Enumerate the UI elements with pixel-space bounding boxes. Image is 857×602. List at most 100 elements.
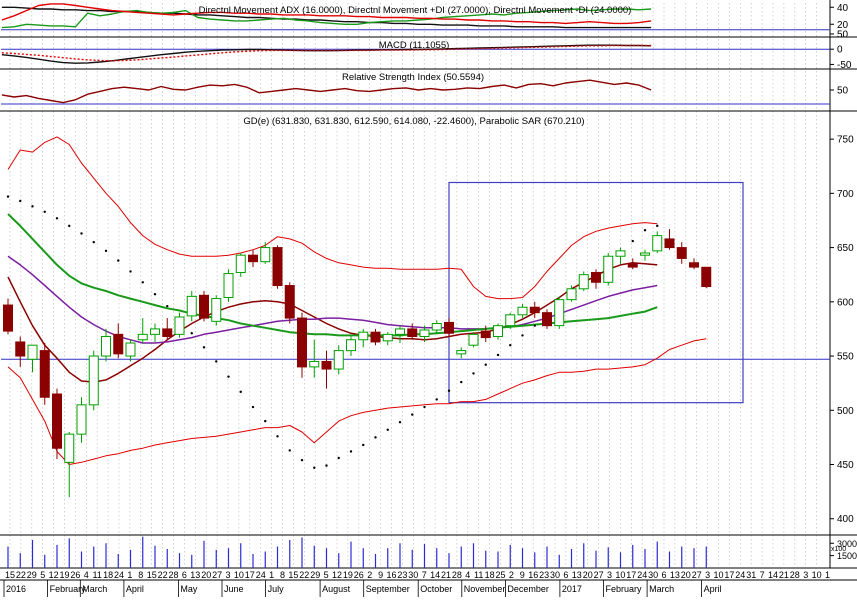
- date-tick-label: 19: [59, 570, 69, 580]
- date-tick-label: 29: [27, 570, 37, 580]
- candle-body: [3, 304, 13, 332]
- date-tick-label: 28: [452, 570, 462, 580]
- date-tick-label: 20: [201, 570, 211, 580]
- date-tick-label: 27: [212, 570, 222, 580]
- candle-body: [542, 312, 552, 327]
- date-tick-label: 7: [422, 570, 427, 580]
- candle-body: [321, 360, 332, 370]
- candle-body: [419, 329, 430, 338]
- candle-body: [395, 328, 405, 335]
- candle-body: [664, 238, 675, 249]
- candle-body: [468, 333, 479, 346]
- candle-body: [88, 355, 99, 406]
- rsi-panel-title: Relative Strength Index (50.5594): [342, 72, 484, 83]
- date-tick-label: 29: [310, 570, 320, 580]
- candle-body: [689, 262, 699, 268]
- date-tick-label: 10: [812, 570, 822, 580]
- sar-dot: [141, 281, 144, 284]
- date-tick-label: 21: [441, 570, 451, 580]
- date-tick-label: 10: [234, 570, 244, 580]
- date-tick-label: 11: [93, 570, 102, 580]
- sar-dot: [31, 205, 34, 208]
- date-tick-label: 15: [5, 570, 15, 580]
- date-tick-label: 6: [563, 570, 568, 580]
- adx-axis: 40 20: [1, 3, 849, 31]
- candle-body: [444, 321, 454, 334]
- sar-dot: [337, 456, 340, 460]
- sar-dot: [374, 436, 377, 439]
- axis-tick-label: 500: [837, 406, 854, 417]
- date-tick-label: 20: [681, 570, 691, 580]
- axis-tick-label: 20: [837, 20, 849, 31]
- sar-dot: [264, 419, 267, 423]
- date-tick-label: 12: [49, 570, 59, 580]
- sar-dot: [533, 324, 536, 327]
- sar-dot: [460, 380, 463, 384]
- date-tick-label: 31: [746, 570, 756, 580]
- sar-dot: [239, 390, 242, 394]
- date-tick-label: 13: [190, 570, 200, 580]
- candle-body: [309, 360, 320, 368]
- sar-dot: [509, 343, 512, 347]
- axis-tick-label: 700: [837, 189, 854, 200]
- volume-bars: [7, 536, 707, 568]
- axis-tick-label: 40: [837, 3, 849, 14]
- candle-body: [676, 247, 687, 259]
- date-tick-label: 24: [637, 570, 647, 580]
- sar-dot: [166, 304, 169, 308]
- date-axis: 15 22 29 5 12 19 26 4 11 18 24 1 8 15 22 28 6 13 20 27 3 10 17…: [3, 570, 830, 597]
- candle-body: [235, 254, 246, 274]
- date-tick-label: 4: [465, 570, 470, 580]
- date-tick-label: 28: [168, 570, 178, 580]
- price-ma_short-line: [7, 262, 658, 383]
- sar-dot: [313, 466, 316, 469]
- sar-dot: [55, 217, 59, 220]
- sar-dot: [129, 270, 132, 273]
- month-label: April: [704, 584, 722, 594]
- sar-dot: [80, 232, 83, 235]
- date-tick-label: 18: [103, 570, 113, 580]
- axis-tick-label: 50: [837, 86, 849, 97]
- sar-dot: [349, 450, 353, 453]
- sar-dot: [472, 372, 475, 375]
- month-label: June: [224, 584, 244, 594]
- date-tick-label: 8: [280, 570, 285, 580]
- candle-body: [505, 314, 516, 327]
- date-tick-label: 16: [386, 570, 396, 580]
- sar-dot: [496, 353, 500, 357]
- date-tick-label: 14: [768, 570, 778, 580]
- sar-dot: [215, 360, 218, 363]
- month-label: August: [322, 584, 351, 594]
- date-tick-label: 19: [343, 570, 353, 580]
- month-label: February: [606, 584, 643, 594]
- candle-body: [284, 285, 295, 319]
- month-label: July: [268, 584, 285, 594]
- candle-body: [493, 325, 503, 338]
- candle-body: [566, 288, 577, 301]
- candle-body: [211, 298, 222, 322]
- sar-dot: [484, 363, 487, 366]
- date-tick-label: 6: [182, 570, 187, 580]
- candle-body: [52, 393, 62, 449]
- date-tick-label: 24: [114, 570, 124, 580]
- date-tick-label: 1: [269, 570, 274, 580]
- sar-dot: [398, 421, 402, 424]
- date-tick-label: 17: [626, 570, 636, 580]
- sar-dot: [300, 458, 304, 462]
- price-bb_lower-line: [7, 338, 707, 465]
- candle-body: [223, 273, 234, 298]
- price-bb_upper-line: [7, 136, 658, 300]
- candle-body: [529, 306, 540, 314]
- macd-panel-title: MACD (11.1055): [379, 40, 450, 51]
- sar-dot: [631, 239, 634, 243]
- date-tick-label: 3: [803, 570, 808, 580]
- sar-dot: [411, 413, 414, 416]
- macd-signal-line: [1, 44, 652, 62]
- candle-body: [297, 317, 307, 368]
- adx-plus_di-line: [1, 8, 652, 29]
- date-tick-label: 13: [670, 570, 680, 580]
- candle-body: [701, 266, 712, 288]
- date-tick-label: 2: [367, 570, 372, 580]
- price-panel-title: GD(e) (631.830, 631.830, 612.590, 614.08…: [243, 116, 584, 127]
